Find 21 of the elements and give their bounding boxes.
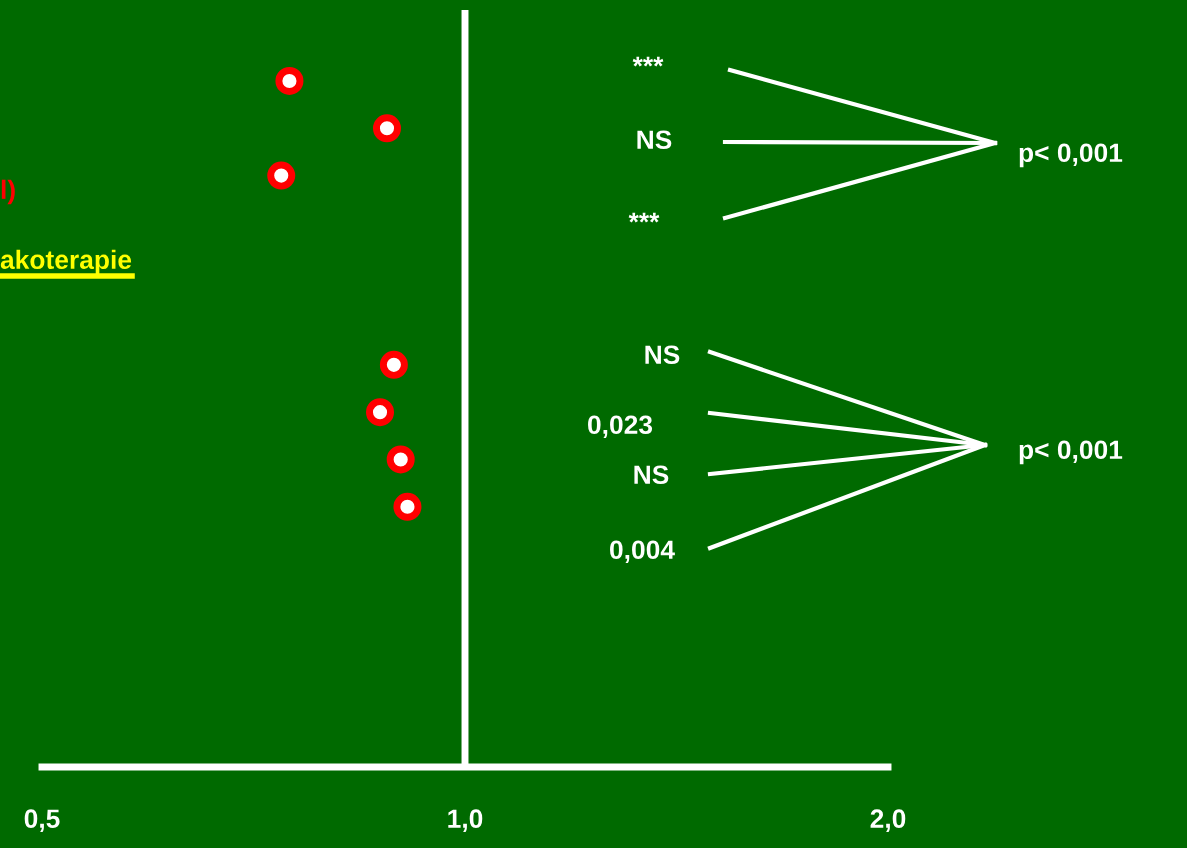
annotation: 0,023 <box>588 415 653 438</box>
text: p< 0,001 <box>1019 440 1123 465</box>
annotation: *** <box>632 56 664 67</box>
annotation: 0,004 <box>610 540 675 563</box>
annotation: NS <box>634 465 669 485</box>
point <box>379 350 408 379</box>
point <box>275 66 304 95</box>
point <box>372 114 401 143</box>
point <box>386 445 415 474</box>
annotation: *** <box>628 212 660 223</box>
point <box>366 398 395 427</box>
annotation: NS <box>637 130 672 150</box>
text: l) <box>1 179 15 205</box>
annotation: akoterapie <box>0 249 132 275</box>
x-tick-label: 2,0 <box>870 809 906 832</box>
annotation: NS <box>645 345 680 365</box>
point <box>267 161 296 190</box>
point <box>393 492 422 521</box>
x-tick-label: 1,0 <box>448 809 483 832</box>
text: p< 0,001 <box>1019 143 1123 168</box>
x-tick-label: 0,5 <box>24 809 60 832</box>
